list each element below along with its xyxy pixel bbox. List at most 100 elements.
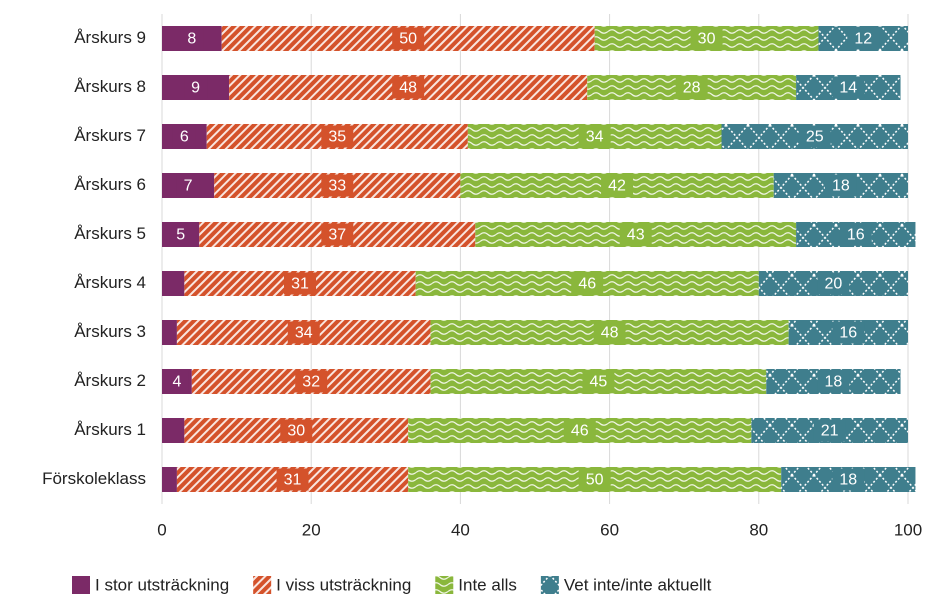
x-tick-label: 0 [157,520,166,539]
value-label-bg [832,468,865,491]
value-label-bg [176,174,200,197]
value-label: 33 [328,178,346,195]
value-label: 48 [601,325,619,342]
y-tick-label: Årskurs 5 [74,224,146,243]
value-label: 16 [847,227,865,244]
value-label: 4 [172,374,181,391]
value-label-bg [321,174,354,197]
value-label-bg [675,76,708,99]
value-label: 18 [839,472,857,489]
value-label: 31 [284,472,302,489]
y-tick-label: Årskurs 7 [74,126,146,145]
value-label-bg [798,125,831,148]
value-label-bg [295,370,328,393]
y-tick-label: Årskurs 9 [74,28,146,47]
value-label: 30 [287,423,305,440]
value-label-bg [813,419,846,442]
value-label-bg [276,468,309,491]
value-label-bg [578,468,611,491]
x-tick-label: 40 [451,520,470,539]
value-label-bg [392,76,425,99]
value-label-bg [180,27,204,50]
value-label-bg [284,272,317,295]
legend-swatch [253,576,272,594]
value-label-bg [817,272,850,295]
value-label: 48 [399,80,417,97]
value-label: 18 [825,374,843,391]
y-tick-label: Årskurs 4 [74,273,146,292]
legend-swatch [435,576,454,594]
value-label-bg [392,27,425,50]
value-label-bg [832,76,865,99]
x-tick-label: 100 [894,520,922,539]
bar-segment [162,320,177,345]
legend-label: Vet inte/inte aktuellt [564,575,712,594]
value-label-bg [619,223,652,246]
value-label: 28 [683,80,701,97]
y-tick-label: Årskurs 2 [74,371,146,390]
bar-segment [162,418,185,443]
legend-label: Inte alls [458,575,517,594]
value-label: 5 [176,227,185,244]
value-label: 16 [839,325,857,342]
y-tick-label: Årskurs 8 [74,77,146,96]
x-tick-label: 80 [749,520,768,539]
value-label-bg [690,27,723,50]
value-label-bg [280,419,313,442]
value-label-bg [321,125,354,148]
y-tick-label: Årskurs 1 [74,420,146,439]
legend-swatch [72,576,90,594]
value-label-bg [578,125,611,148]
value-label-bg [817,370,850,393]
value-label: 32 [302,374,320,391]
value-label: 46 [571,423,589,440]
bar-segment [162,467,177,492]
value-label: 8 [187,31,196,48]
value-label: 12 [854,31,872,48]
value-label: 18 [832,178,850,195]
value-label-bg [601,174,634,197]
legend-label: I stor utsträckning [95,575,229,594]
y-tick-label: Förskoleklass [42,469,146,488]
value-label: 35 [328,129,346,146]
value-label-bg [824,174,857,197]
legend-swatch [540,576,559,594]
value-label-bg [582,370,615,393]
value-label-bg [563,419,596,442]
value-label: 6 [180,129,189,146]
value-label: 30 [698,31,716,48]
value-label-bg [321,223,354,246]
value-label-bg [165,370,189,393]
value-label: 34 [295,325,313,342]
legend-label: I viss utsträckning [276,575,411,594]
value-label: 14 [839,80,857,97]
value-label-bg [571,272,604,295]
y-tick-label: Årskurs 3 [74,322,146,341]
x-tick-label: 20 [302,520,321,539]
value-label: 50 [399,31,417,48]
x-tick-label: 60 [600,520,619,539]
value-label-bg [169,223,193,246]
value-label: 20 [825,276,843,293]
value-label: 9 [191,80,200,97]
value-label: 50 [586,472,604,489]
value-label: 43 [627,227,645,244]
value-label-bg [839,223,872,246]
value-label: 45 [590,374,608,391]
value-label-bg [832,321,865,344]
value-label: 34 [586,129,604,146]
value-label-bg [847,27,880,50]
y-tick-label: Årskurs 6 [74,175,146,194]
value-label: 42 [608,178,626,195]
value-label-bg [184,76,208,99]
value-label: 37 [328,227,346,244]
value-label-bg [172,125,196,148]
value-label: 7 [184,178,193,195]
value-label: 46 [578,276,596,293]
value-label: 31 [291,276,309,293]
bar-segment [162,271,185,296]
value-label: 21 [821,423,839,440]
value-label-bg [593,321,626,344]
value-label-bg [287,321,320,344]
